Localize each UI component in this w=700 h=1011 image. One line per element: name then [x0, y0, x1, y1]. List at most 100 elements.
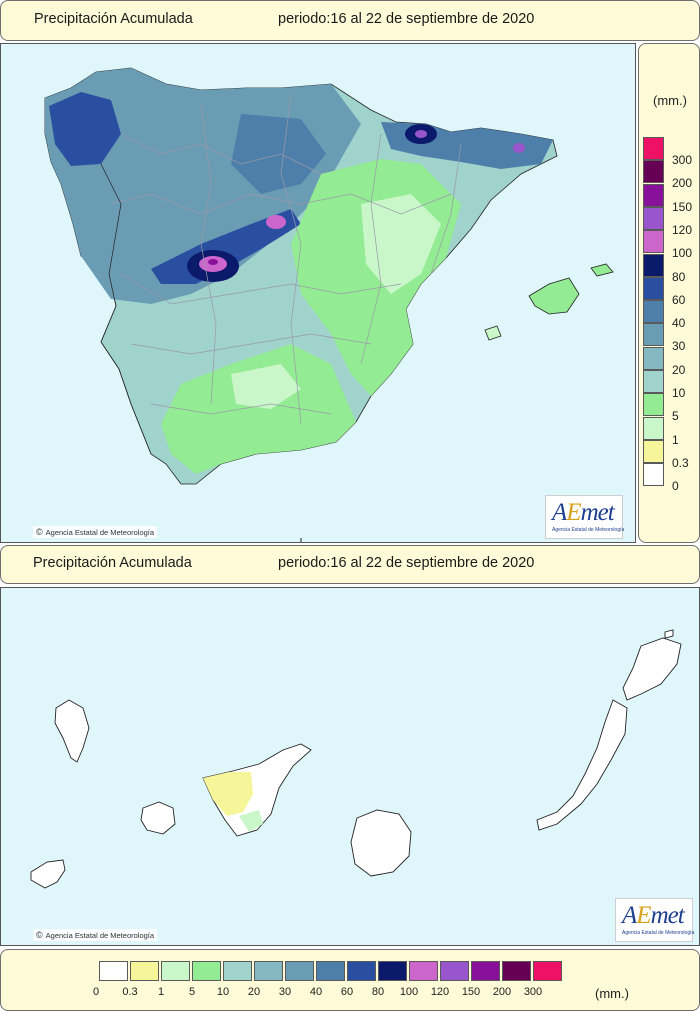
horizontal-legend-swatch	[533, 961, 562, 981]
gran-canaria-island	[350, 809, 412, 877]
vertical-legend-label: 100	[672, 246, 693, 261]
bottom-map-credit-text: Agencia Estatal de Meteorología	[45, 931, 155, 940]
bottom-title-label: Precipitación Acumulada	[33, 555, 192, 571]
horizontal-legend-label: 0.3	[122, 986, 138, 998]
vertical-legend-swatch	[643, 276, 664, 300]
top-title-label: Precipitación Acumulada	[34, 11, 193, 27]
la-palma-island	[54, 699, 90, 763]
tenerife-rain-west	[203, 772, 253, 816]
horizontal-legend-swatch	[316, 961, 345, 981]
logo-subtitle: Agencia Estatal de Meteorología	[622, 930, 695, 936]
portugal-border	[100, 163, 152, 455]
tenerife-rain-south	[239, 810, 263, 832]
canary-islands-map: © Agencia Estatal de Meteorología AEmet A…	[0, 587, 700, 946]
lanzarote-island	[622, 637, 682, 701]
copyright-icon: ©	[36, 930, 43, 940]
levante-light-region	[361, 194, 441, 294]
horizontal-legend-swatch	[471, 961, 500, 981]
vertical-legend-swatch	[643, 370, 664, 393]
horizontal-legend-label: 40	[309, 986, 323, 998]
horizontal-legend-swatch	[378, 961, 407, 981]
vertical-legend-label: 40	[672, 316, 686, 331]
vertical-legend-label: 200	[672, 176, 693, 191]
top-aemet-logo: AEmet Agencia Estatal de Meteorología	[545, 495, 625, 539]
fuerteventura-island	[536, 699, 628, 831]
vertical-legend-swatch	[643, 346, 664, 370]
vertical-legend-label: 1	[672, 432, 679, 447]
vertical-legend-swatch	[643, 300, 664, 324]
vertical-legend-label: 80	[672, 269, 686, 284]
vertical-legend-swatch	[643, 416, 664, 440]
horizontal-legend-label: 1	[157, 986, 165, 998]
copyright-icon: ©	[36, 527, 43, 537]
peninsula-map-svg	[44, 67, 614, 542]
horizontal-legend-swatch	[192, 961, 221, 981]
horizontal-legend-swatch	[223, 961, 252, 981]
horizontal-legend-label: 10	[216, 986, 230, 998]
gredos-spot	[266, 215, 286, 229]
horizontal-legend-label: 120	[430, 986, 450, 998]
vertical-legend-label: 5	[672, 409, 679, 424]
horizontal-legend-swatch	[161, 961, 190, 981]
mallorca-island	[528, 277, 580, 315]
vertical-legend-label: 0	[672, 479, 679, 494]
province-boundaries	[110, 93, 462, 425]
vertical-legend-swatch	[643, 160, 664, 184]
vertical-legend-swatch	[643, 183, 664, 207]
castilla-region	[231, 114, 326, 194]
horizontal-legend-label: 60	[340, 986, 354, 998]
vertical-legend-label: 60	[672, 292, 686, 307]
vertical-legend-panel: (mm.) 300 200 150 120 100 80 60 40 30 20 10 5 1 0.3 0	[638, 43, 700, 543]
canary-map-svg	[30, 629, 682, 889]
top-title-panel: Precipitación Acumulada periodo:16 al 22…	[0, 0, 700, 41]
vertical-legend-label: 10	[672, 386, 686, 400]
vertical-legend-label: 0.3	[672, 455, 689, 470]
vertical-legend-label: 150	[672, 199, 693, 214]
logo-wordmark: AEmet	[552, 499, 615, 526]
bottom-aemet-logo: AEmet Agencia Estatal de Meteorología	[615, 898, 695, 942]
vertical-legend-label: 120	[672, 222, 693, 237]
northwest-heavy-region	[49, 92, 121, 166]
top-map-credit: © Agencia Estatal de Meteorología	[33, 526, 158, 538]
vertical-legend-swatch	[643, 393, 664, 417]
logo-subtitle: Agencia Estatal de Meteorología	[552, 527, 625, 533]
horizontal-legend-swatch	[254, 961, 283, 981]
horizontal-legend-swatch	[409, 961, 438, 981]
top-map-credit-text: Agencia Estatal de Meteorología	[45, 528, 155, 537]
vertical-legend-swatch	[643, 137, 664, 160]
la-gomera-island	[140, 801, 176, 835]
bottom-title-panel: Precipitación Acumulada periodo:16 al 22…	[0, 545, 700, 584]
vertical-legend-swatch	[643, 206, 664, 230]
bottom-map-credit: © Agencia Estatal de Meteorología	[33, 929, 158, 941]
menorca-island	[590, 263, 614, 277]
vertical-legend-label: 20	[672, 362, 686, 377]
horizontal-legend-swatch	[502, 961, 531, 981]
vertical-legend-unit: (mm.)	[653, 93, 687, 108]
vertical-legend-label: 300	[672, 153, 693, 167]
horizontal-legend-swatch	[285, 961, 314, 981]
horizontal-legend-label: 0	[93, 986, 100, 998]
vertical-legend-swatch	[643, 230, 664, 254]
horizontal-legend-swatch	[99, 961, 128, 981]
horizontal-legend-label: 80	[371, 986, 385, 998]
navarra-max-spot	[415, 130, 427, 138]
horizontal-legend-swatch	[130, 961, 159, 981]
horizontal-legend-label: 200	[492, 986, 512, 998]
bottom-title-period: periodo:16 al 22 de septiembre de 2020	[278, 555, 535, 571]
sierra-south-region	[231, 364, 301, 409]
horizontal-legend-swatch	[440, 961, 469, 981]
top-title-period: periodo:16 al 22 de septiembre de 2020	[278, 11, 535, 27]
vertical-legend-swatch	[643, 253, 664, 277]
horizontal-legend-swatch	[347, 961, 376, 981]
ibiza-island	[484, 325, 502, 341]
horizontal-legend-label: 300	[523, 986, 543, 998]
vertical-legend-swatch	[643, 463, 664, 487]
la-graciosa-island	[664, 629, 674, 639]
horizontal-legend-unit: (mm.)	[595, 986, 629, 1001]
horizontal-legend-label: 20	[247, 986, 261, 998]
vertical-legend-swatch	[643, 439, 664, 463]
vertical-legend-swatch	[643, 323, 664, 347]
south-dry-region	[161, 344, 356, 474]
horizontal-legend-panel: 0 0.3 1 5 10 20 30 40 60 80 100 120 150 200 300 (mm.)	[0, 949, 700, 1011]
logo-wordmark: AEmet	[622, 902, 685, 929]
